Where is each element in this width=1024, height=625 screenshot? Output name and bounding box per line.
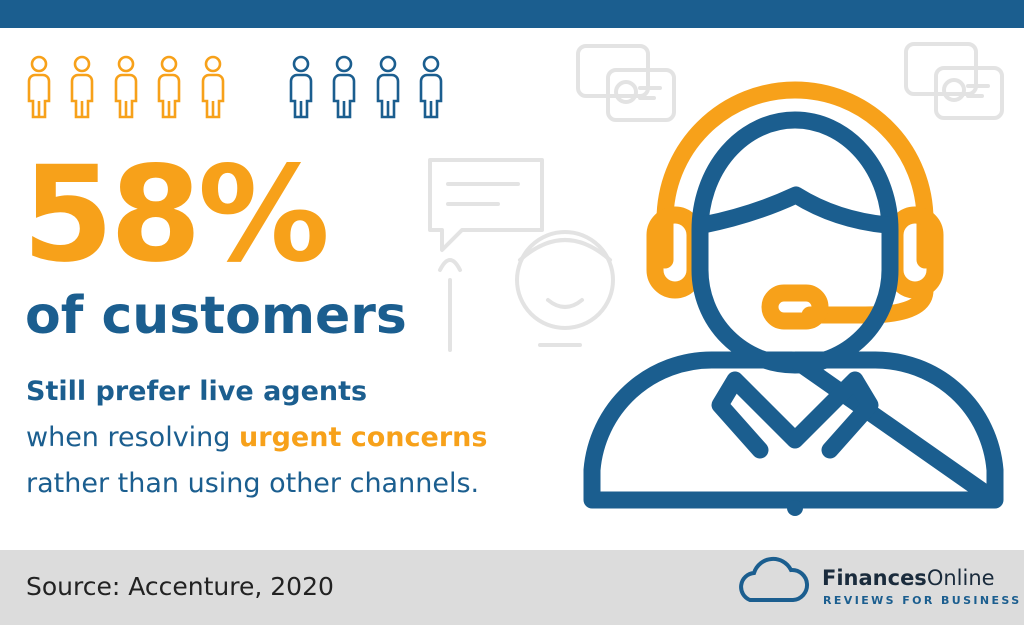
agent-illustration xyxy=(583,81,1004,509)
text: when resolving xyxy=(26,422,231,453)
tagline: REVIEWS FOR BUSINESS xyxy=(823,594,1022,607)
subject: of customers xyxy=(25,286,407,346)
brand: FinancesOnline xyxy=(822,565,995,591)
source: Source: Accenture, 2020 xyxy=(26,572,334,601)
stat: 58% xyxy=(22,138,330,292)
body-line: Still prefer live agents xyxy=(26,376,368,407)
brand-rest: Online xyxy=(926,566,995,590)
button-dot xyxy=(787,500,803,516)
body-line: when resolving urgent concerns xyxy=(26,420,487,456)
brand-logo xyxy=(739,556,810,602)
background-icons xyxy=(428,42,1004,352)
brand-bold: Finances xyxy=(822,566,927,590)
top-bar xyxy=(0,0,1024,28)
highlight: urgent concerns xyxy=(239,422,488,453)
body-line: rather than using other channels. xyxy=(26,468,480,499)
footer-band xyxy=(0,550,1024,625)
people-icons xyxy=(27,55,443,119)
